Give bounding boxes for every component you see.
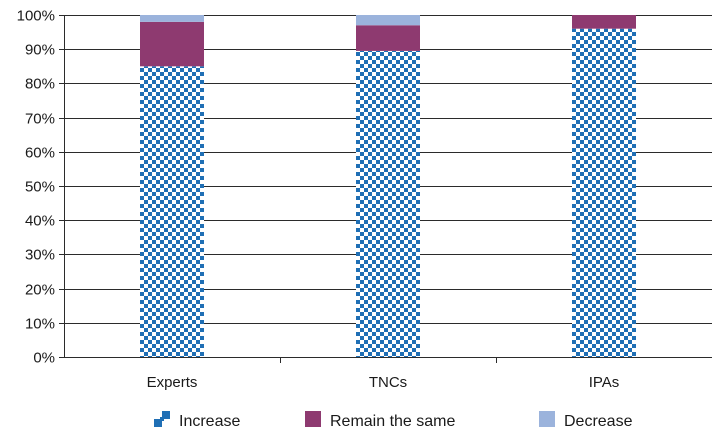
y-tick-label: 20%: [25, 282, 55, 299]
y-tick-label: 60%: [25, 145, 55, 162]
y-tick-label: 30%: [25, 247, 55, 264]
legend-label: Decrease: [564, 413, 633, 430]
bar-segment-increase: [356, 50, 420, 357]
axes: [59, 15, 712, 363]
bar-segment-remain-the-same: [356, 25, 420, 51]
bar-segment-decrease: [140, 15, 204, 22]
y-tick-label: 10%: [25, 316, 55, 333]
x-tick-label: Experts: [147, 374, 198, 391]
bar-segment-increase: [140, 66, 204, 358]
y-tick-label: 90%: [25, 42, 55, 59]
y-tick-label: 50%: [25, 179, 55, 196]
legend-label: Increase: [179, 413, 240, 430]
x-tick-label: IPAs: [589, 374, 620, 391]
bar-segment-increase: [572, 28, 636, 358]
y-tick-label: 0%: [33, 350, 55, 367]
legend: Increase Remain the same Decrease: [154, 411, 633, 430]
legend-swatch: [539, 411, 555, 427]
legend-swatch: [162, 411, 170, 419]
y-tick-label: 70%: [25, 111, 55, 128]
legend-swatch: [154, 419, 162, 427]
y-tick-label: 80%: [25, 76, 55, 93]
bar-segment-remain-the-same: [572, 15, 636, 29]
x-tick-labels: Experts TNCs IPAs: [147, 374, 620, 391]
y-tick-label: 100%: [17, 8, 55, 25]
y-tick-labels: 0% 10% 20% 30% 40% 50% 60% 70% 80% 90% 100%: [17, 8, 55, 367]
x-tick-label: TNCs: [369, 374, 407, 391]
y-tick-label: 40%: [25, 213, 55, 230]
legend-swatch: [160, 417, 164, 421]
legend-label: Remain the same: [330, 413, 455, 430]
bar-segment-decrease: [356, 15, 420, 26]
bar-segment-remain-the-same: [140, 21, 204, 67]
legend-swatch: [305, 411, 321, 427]
bars: [140, 15, 636, 358]
